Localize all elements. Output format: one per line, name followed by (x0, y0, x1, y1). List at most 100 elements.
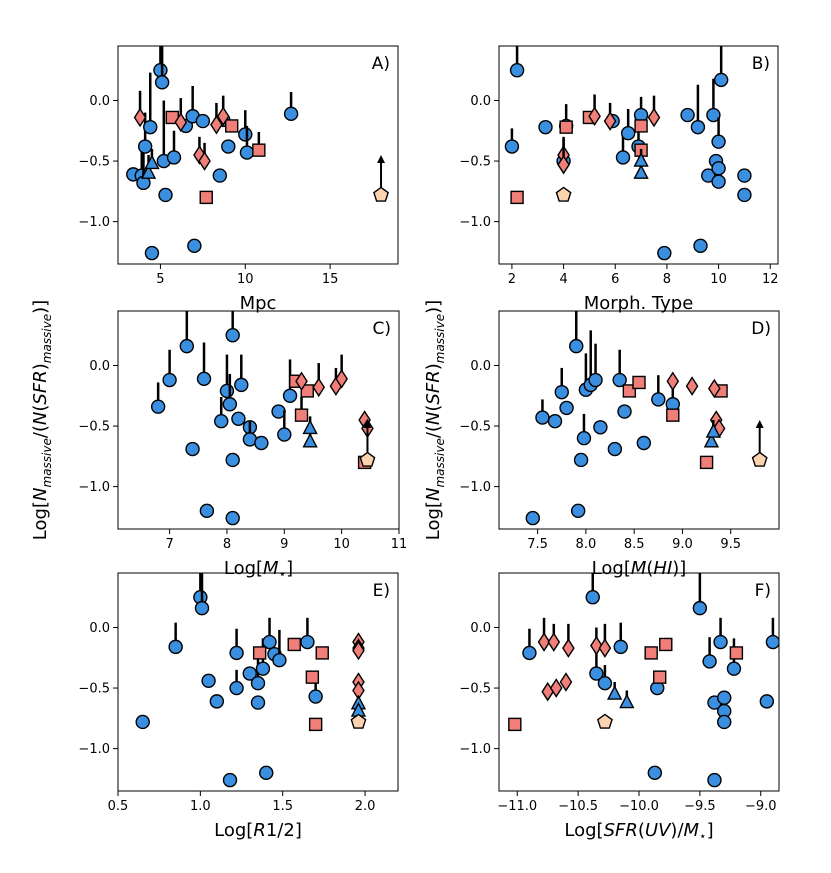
axes-frame (498, 572, 780, 792)
y-tick-label: −1.0 (459, 480, 491, 495)
triangle-marker (705, 423, 721, 438)
x-axis-label: Log[M⋆] (224, 558, 293, 581)
limit-arrow-head (377, 155, 386, 163)
panel-label: C) (372, 319, 391, 339)
x-tick-label: 0.5 (108, 799, 129, 814)
x-tick-label: −10.0 (619, 799, 659, 814)
circle-marker (702, 654, 717, 669)
y-tick-label: −0.5 (78, 420, 110, 435)
x-tick-label: 10 (333, 537, 350, 552)
circle-marker (706, 107, 721, 123)
circle-marker (196, 371, 212, 387)
circle-marker (153, 63, 168, 78)
circle-marker (547, 414, 563, 429)
panel-label: D) (751, 319, 771, 339)
diamond-marker (198, 151, 211, 171)
circle-marker (522, 645, 537, 661)
circle-marker (597, 676, 613, 691)
circle-marker (187, 238, 202, 254)
diamond-marker (666, 371, 680, 392)
square-marker (634, 119, 648, 133)
pentagon-marker (350, 713, 367, 729)
circle-marker (225, 510, 240, 526)
x-tick-label: 6 (611, 272, 619, 287)
panel-c: 7 8 9 10 11 0.0 −0.5 −1.0 C) Log[M⋆] (78, 310, 407, 581)
diamond-marker (559, 672, 573, 692)
axes-frame (498, 45, 779, 265)
pentagon-marker (373, 186, 389, 202)
square-marker (559, 120, 573, 134)
circle-marker (158, 187, 173, 203)
circle-marker (651, 392, 666, 407)
x-tick-label: 8 (663, 272, 671, 287)
circle-marker (647, 765, 663, 781)
x-tick-label: 15 (322, 272, 339, 287)
square-marker (252, 646, 267, 660)
circle-marker (707, 772, 722, 788)
circle-marker (711, 161, 726, 176)
circle-marker (576, 430, 592, 446)
circle-marker (573, 452, 589, 468)
circle-marker (692, 600, 708, 616)
circle-marker (711, 134, 726, 149)
triangle-marker (703, 432, 720, 448)
limit-arrow-head (363, 420, 372, 428)
x-tick-label: 7.5 (527, 537, 548, 552)
circle-marker (585, 590, 600, 605)
circle-marker (168, 639, 183, 655)
circle-marker (137, 139, 153, 154)
circle-marker (593, 420, 608, 435)
circle-marker (308, 689, 323, 704)
x-tick-label: 1.0 (190, 799, 211, 814)
circle-marker (229, 645, 244, 661)
circle-marker (238, 127, 253, 142)
circle-marker (717, 690, 732, 705)
circle-marker (559, 400, 574, 416)
circle-marker (212, 168, 228, 183)
circle-marker (617, 404, 632, 419)
y-tick-label: −0.5 (78, 682, 110, 697)
diamond-marker (547, 632, 561, 652)
data-layer (508, 573, 779, 788)
x-tick-label: 10 (710, 272, 727, 287)
circle-marker (690, 119, 706, 135)
circle-marker (229, 680, 244, 696)
circle-marker (570, 503, 586, 519)
diamond-marker (557, 154, 570, 175)
y-tick-label: −1.0 (78, 215, 110, 230)
x-tick-label: 8.0 (576, 537, 597, 552)
x-tick-label: 4 (559, 272, 567, 287)
y-tick-label: −1.0 (459, 215, 491, 230)
circle-marker (234, 377, 249, 393)
panel-f: −11.0 −10.5 −10.0 −9.5 −9.0 0.0 −0.5 −1.0 F) Log[… (459, 572, 780, 843)
limit-arrow-head (755, 420, 764, 428)
x-tick-label: 10 (237, 272, 254, 287)
square-marker (659, 637, 673, 652)
x-axis-label: Log[M(HI)] (592, 558, 687, 579)
circle-marker (222, 772, 238, 788)
x-tick-label: −10.5 (558, 799, 598, 814)
panel-label: E) (373, 581, 390, 601)
x-tick-label: 9.0 (672, 537, 693, 552)
y-tick-label: −0.5 (459, 682, 491, 697)
panel-d: 7.5 8.0 8.5 9.0 9.5 0.0 −0.5 −1.0 D) Log[M(HI)] (459, 310, 780, 579)
circle-marker (607, 441, 623, 457)
diamond-marker (562, 638, 575, 658)
diamond-marker (210, 114, 223, 135)
circle-marker (199, 503, 215, 519)
square-marker (508, 717, 522, 732)
y-tick-label: 0.0 (89, 359, 110, 374)
square-marker (315, 646, 329, 660)
axes-frame (117, 45, 399, 265)
y-axis-label: Log[Nmassive/(N(SFR)massive)] (30, 300, 54, 540)
y-tick-label: −1.0 (459, 742, 491, 757)
x-axis-label: Log[R1/2] (214, 820, 302, 841)
circle-marker (300, 634, 315, 650)
axes-frame (117, 572, 399, 792)
circle-marker (765, 634, 779, 650)
data-layer (150, 311, 376, 526)
x-tick-label: 2 (508, 272, 516, 287)
square-marker (699, 455, 714, 470)
diamond-marker (335, 369, 348, 389)
circle-marker (225, 328, 240, 343)
